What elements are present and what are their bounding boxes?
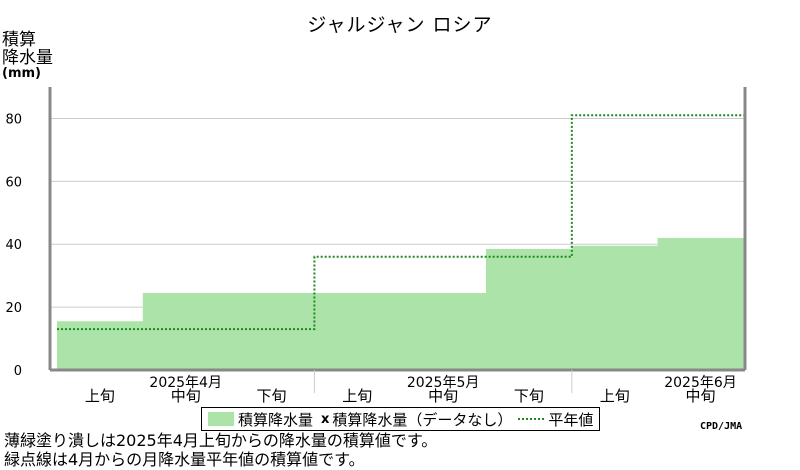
month-label: 2025年6月 (664, 375, 737, 391)
y-axis-label-line-2: 降水量 (2, 48, 53, 68)
legend-label-filled: 積算降水量 (238, 410, 314, 429)
x-tick-label: 上旬 (85, 387, 115, 405)
y-tick-label: 60 (5, 175, 22, 190)
month-label: 2025年4月 (149, 375, 222, 391)
note-line-1: 薄緑塗り潰しは2025年4月上旬からの降水量の積算値です。 (4, 431, 438, 450)
x-tick-label: 下旬 (256, 387, 286, 405)
note-line-2: 緑点線は4月からの月降水量平年値の積算値です。 (4, 450, 365, 469)
chart-title: ジャルジャン ロシア (307, 14, 493, 36)
y-tick-label: 80 (5, 112, 22, 127)
y-axis-label: 積算 降水量 (mm) (2, 31, 72, 81)
legend-label-normal: 平年値 (548, 410, 594, 429)
legend-label-nodata: 積算降水量（データなし） (332, 410, 513, 429)
x-tick-label: 上旬 (600, 387, 630, 405)
legend-nodata-marker: x (321, 411, 330, 427)
legend-swatch-filled (208, 412, 234, 426)
bar-4 (314, 292, 401, 370)
bar-1 (57, 321, 144, 370)
y-tick-label: 40 (5, 238, 22, 253)
y-axis-label-line-1: 積算 (2, 30, 36, 50)
x-tick-label: 上旬 (342, 387, 372, 405)
x-tick-label: 下旬 (514, 387, 544, 405)
x-tick-label: 中旬 (171, 387, 201, 405)
x-tick-label: 中旬 (686, 387, 716, 405)
bar-5 (400, 292, 487, 370)
y-tick-label: 20 (5, 301, 22, 316)
source-credit: CPD/JMA (700, 421, 743, 432)
bar-3 (228, 292, 315, 370)
bar-8 (657, 237, 744, 370)
y-axis-unit: (mm) (2, 66, 41, 81)
bar-2 (142, 292, 230, 370)
x-tick-label: 中旬 (428, 387, 458, 405)
chart-notes: 薄緑塗り潰しは2025年4月上旬からの降水量の積算値です。 緑点線は4月からの月… (4, 431, 437, 469)
normal-line (57, 114, 744, 331)
bar-7 (571, 245, 659, 370)
bar-6 (486, 248, 573, 370)
legend-swatch-normal (518, 418, 545, 420)
month-label: 2025年5月 (407, 375, 480, 391)
y-tick-label: 0 (14, 364, 22, 379)
legend: 積算降水量 x 積算降水量（データなし） 平年値 (201, 407, 601, 431)
